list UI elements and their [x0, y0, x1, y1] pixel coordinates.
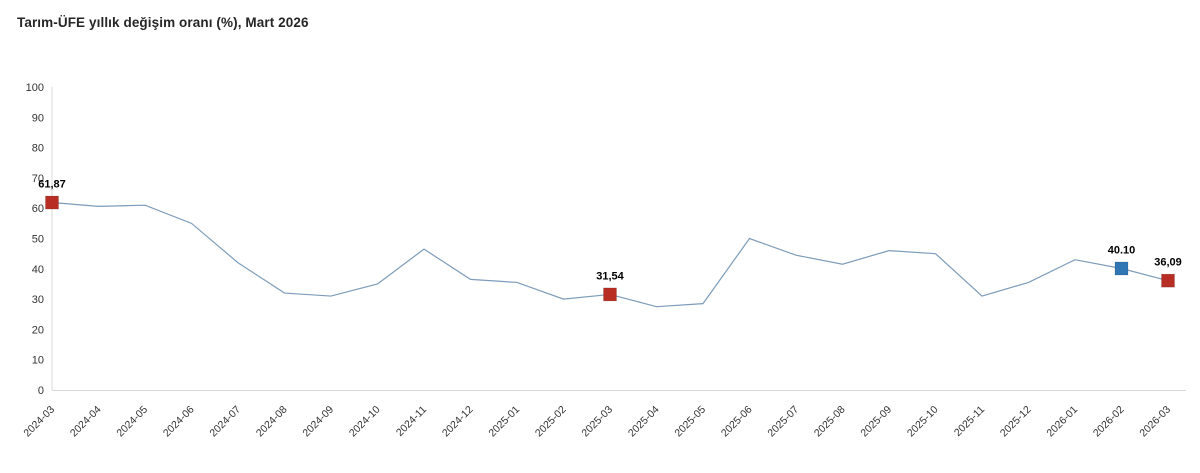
y-tick-label: 0 — [38, 385, 44, 397]
x-tick-label: 2024-11 — [394, 404, 429, 439]
y-tick-label: 80 — [32, 143, 44, 155]
x-tick-label: 2024-09 — [300, 404, 336, 440]
y-tick-label: 100 — [26, 82, 44, 94]
data-point-marker[interactable] — [45, 195, 59, 210]
x-tick-label: 2025-10 — [905, 404, 941, 440]
x-tick-label: 2025-05 — [672, 404, 708, 440]
y-tick-label: 40 — [32, 264, 44, 276]
y-tick-label: 60 — [32, 203, 44, 215]
x-tick-label: 2025-01 — [486, 404, 522, 440]
x-tick-label: 2025-02 — [533, 404, 569, 440]
x-tick-label: 2025-11 — [952, 404, 987, 439]
x-tick-label: 2025-09 — [858, 404, 894, 440]
x-tick-label: 2024-10 — [347, 404, 383, 440]
data-point-label: 31,54 — [596, 270, 624, 282]
x-tick-label: 2024-07 — [207, 404, 243, 440]
data-point-marker[interactable] — [603, 287, 617, 302]
x-tick-label: 2024-12 — [440, 404, 476, 440]
x-tick-label: 2025-04 — [626, 404, 662, 440]
y-tick-label: 50 — [32, 234, 44, 246]
x-tick-label: 2025-08 — [812, 404, 848, 440]
data-point-marker[interactable] — [1161, 273, 1175, 288]
y-tick-label: 20 — [32, 324, 44, 336]
x-tick-label: 2024-08 — [254, 404, 290, 440]
x-tick-label: 2024-03 — [21, 404, 57, 440]
x-tick-label: 2026-01 — [1044, 404, 1080, 440]
chart-title: Tarım-ÜFE yıllık değişim oranı (%), Mart… — [17, 15, 309, 30]
x-tick-label: 2025-03 — [579, 404, 615, 440]
y-tick-label: 70 — [32, 173, 44, 185]
x-tick-label: 2025-06 — [719, 404, 755, 440]
x-tick-label: 2026-02 — [1091, 404, 1127, 440]
data-point-label: 36,09 — [1154, 257, 1182, 269]
x-tick-label: 2026-03 — [1137, 404, 1173, 440]
data-point-label: 40.10 — [1108, 244, 1136, 256]
data-point-marker[interactable] — [1114, 261, 1129, 276]
x-tick-label: 2024-05 — [114, 404, 150, 440]
data-point-label: 61,87 — [38, 179, 66, 191]
x-tick-label: 2024-06 — [161, 404, 197, 440]
x-tick-label: 2024-04 — [68, 404, 104, 440]
y-tick-label: 30 — [32, 294, 44, 306]
y-tick-label: 90 — [32, 112, 44, 124]
x-tick-label: 2025-07 — [765, 404, 801, 440]
y-tick-label: 10 — [32, 355, 44, 367]
x-tick-label: 2025-12 — [998, 404, 1034, 440]
